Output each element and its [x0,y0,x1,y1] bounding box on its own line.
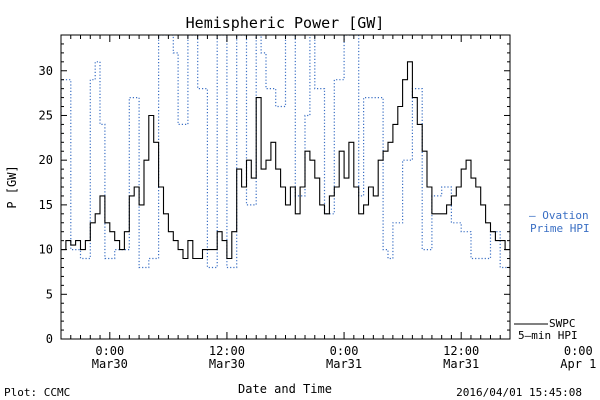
series-layer [61,35,510,269]
legend-ovation-line2: Prime HPI [530,222,590,235]
plot-timestamp: 2016/04/01 15:45:08 [456,386,582,399]
y-tick-label: 0 [46,332,53,346]
legend-swpc: SWPC 5–min HPI [514,317,578,342]
y-tick-label: 15 [39,198,53,212]
x-tick-label-time: 0:00 [330,344,359,358]
x-axis: 0:00Mar3012:00Mar300:00Mar3112:00Mar310:… [60,35,596,371]
y-tick-label: 25 [39,108,53,122]
y-tick-label: 10 [39,243,53,257]
x-tick-label-time: 12:00 [443,344,479,358]
y-tick-label: 30 [39,64,53,78]
series-ovation-prime-line [61,35,510,269]
x-tick-label-date: Mar30 [92,357,128,371]
x-tick-label-time: 12:00 [209,344,245,358]
legend-swpc-line2: 5–min HPI [518,329,578,342]
x-tick-label-date: Mar31 [326,357,362,371]
x-tick-label-time: 0:00 [564,344,593,358]
series-swpc-line [61,61,510,260]
legend-swpc-line1: SWPC [549,317,576,330]
y-axis: 0 5 10 15 20 25 30 [39,34,510,346]
y-tick-label: 5 [46,287,53,301]
legend-ovation: – Ovation Prime HPI [529,209,590,235]
x-tick-label-time: 0:00 [95,344,124,358]
x-tick-label-date: Mar30 [209,357,245,371]
legend-ovation-line1: – Ovation [529,209,589,222]
y-tick-label: 20 [39,153,53,167]
x-tick-label-date: Mar31 [443,357,479,371]
chart-title: Hemispheric Power [GW] [186,14,385,32]
x-tick-label-date: Apr 1 [560,357,596,371]
y-axis-label: P [GW] [5,165,19,208]
x-axis-label: Date and Time [238,382,332,396]
plot-credit: Plot: CCMC [4,386,70,399]
